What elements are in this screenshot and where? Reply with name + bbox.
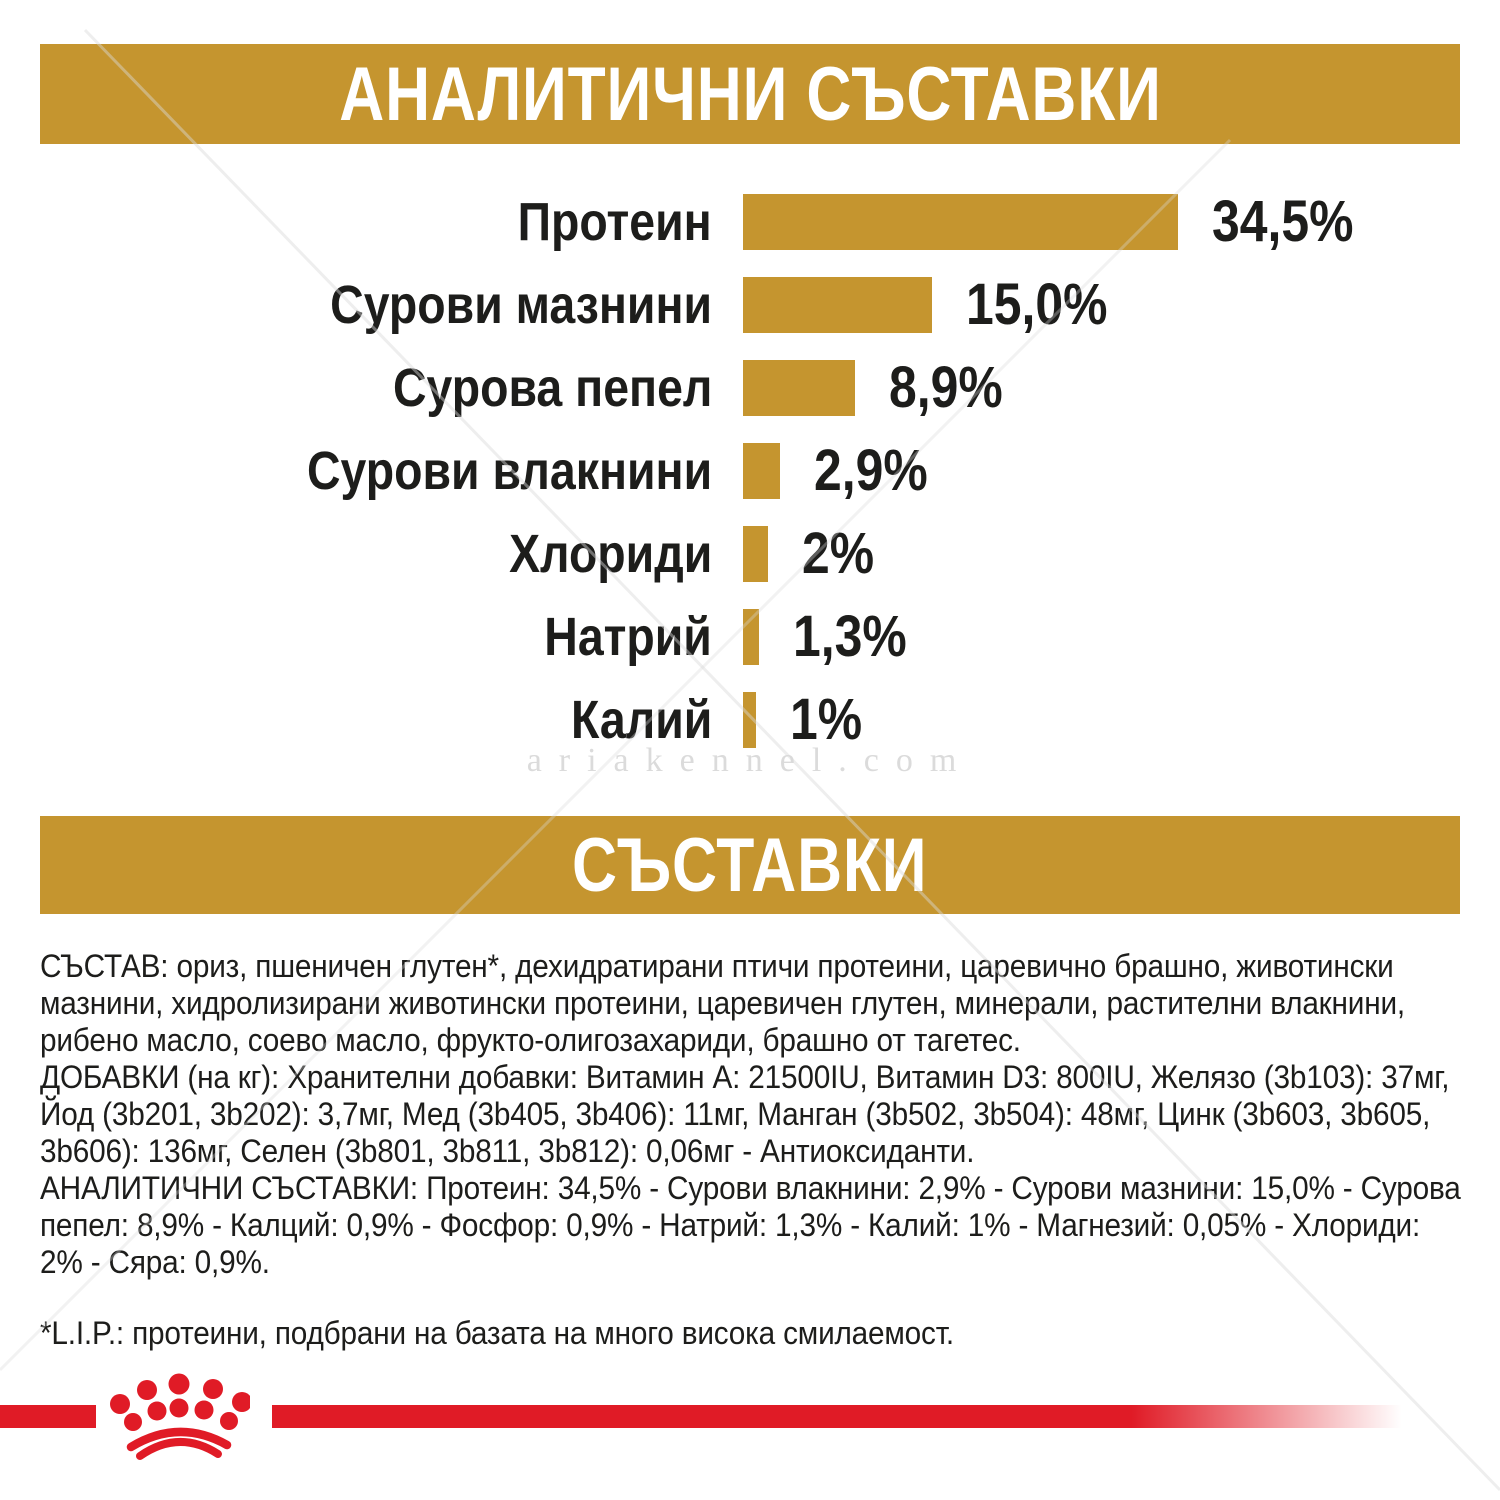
additives-paragraph: ДОБАВКИ (на кг): Хранителни добавки: Вит…: [40, 1059, 1450, 1169]
red-stripe-right: [272, 1405, 1500, 1428]
chart-bar-label: Сурови мазнини: [330, 274, 712, 335]
chart-bar-value: 15,0%: [966, 272, 1108, 337]
chart-row: Сурова пепел 8,9%: [0, 346, 1500, 429]
lip-footnote: *L.I.P.: протеини, подбрани на базата на…: [40, 1315, 954, 1351]
chart-row: Сурови мазнини 15,0%: [0, 263, 1500, 346]
ingredients-title: СЪСТАВКИ: [572, 822, 928, 908]
chart-row: Калий 1%: [0, 678, 1500, 761]
analytical-components-banner: АНАЛИТИЧНИ СЪСТАВКИ: [40, 44, 1460, 144]
chart-bar: [743, 608, 760, 665]
ingredients-text-block: СЪСТАВ: ориз, пшеничен глутен*, дехидрат…: [40, 948, 1463, 1352]
chart-bar-value: 2,9%: [813, 438, 928, 503]
analytical-components-title: АНАЛИТИЧНИ СЪСТАВКИ: [338, 51, 1162, 137]
chart-row: Натрий 1,3%: [0, 595, 1500, 678]
chart-bar: [743, 691, 756, 748]
chart-bar-value: 2%: [802, 521, 875, 586]
chart-bar: [743, 276, 932, 333]
ingredients-banner: СЪСТАВКИ: [40, 816, 1460, 914]
composition-paragraph: СЪСТАВ: ориз, пшеничен глутен*, дехидрат…: [40, 948, 1405, 1058]
chart-row: Хлориди 2%: [0, 512, 1500, 595]
analytical-components-bar-chart: Протеин 34,5% Сурови мазнини 15,0% Сурова пе…: [0, 180, 1500, 761]
royal-canin-crown-icon: [110, 1373, 250, 1460]
chart-bar-label: Сурови влакнини: [306, 440, 712, 501]
chart-bar-label: Протеин: [517, 191, 712, 252]
chart-bar-value: 1,3%: [793, 604, 908, 669]
chart-bar-value: 34,5%: [1211, 189, 1354, 254]
analytical-paragraph: АНАЛИТИЧНИ СЪСТАВКИ: Протеин: 34,5% - Су…: [40, 1170, 1461, 1280]
site-watermark-text: ariakennel.com: [526, 742, 974, 779]
chart-bar: [743, 193, 1178, 250]
chart-row: Сурови влакнини 2,9%: [0, 429, 1500, 512]
chart-bar-value: 1%: [789, 687, 862, 752]
chart-bar: [743, 442, 780, 499]
chart-bar: [743, 359, 856, 416]
chart-bar: [743, 525, 769, 582]
chart-bar-label: Хлориди: [508, 523, 712, 584]
red-stripe-left: [0, 1405, 96, 1428]
chart-bar-label: Сурова пепел: [392, 357, 712, 418]
chart-bar-label: Натрий: [544, 606, 712, 667]
chart-row: Протеин 34,5%: [0, 180, 1500, 263]
chart-bar-label: Калий: [570, 689, 712, 750]
chart-bar-value: 8,9%: [889, 355, 1003, 420]
